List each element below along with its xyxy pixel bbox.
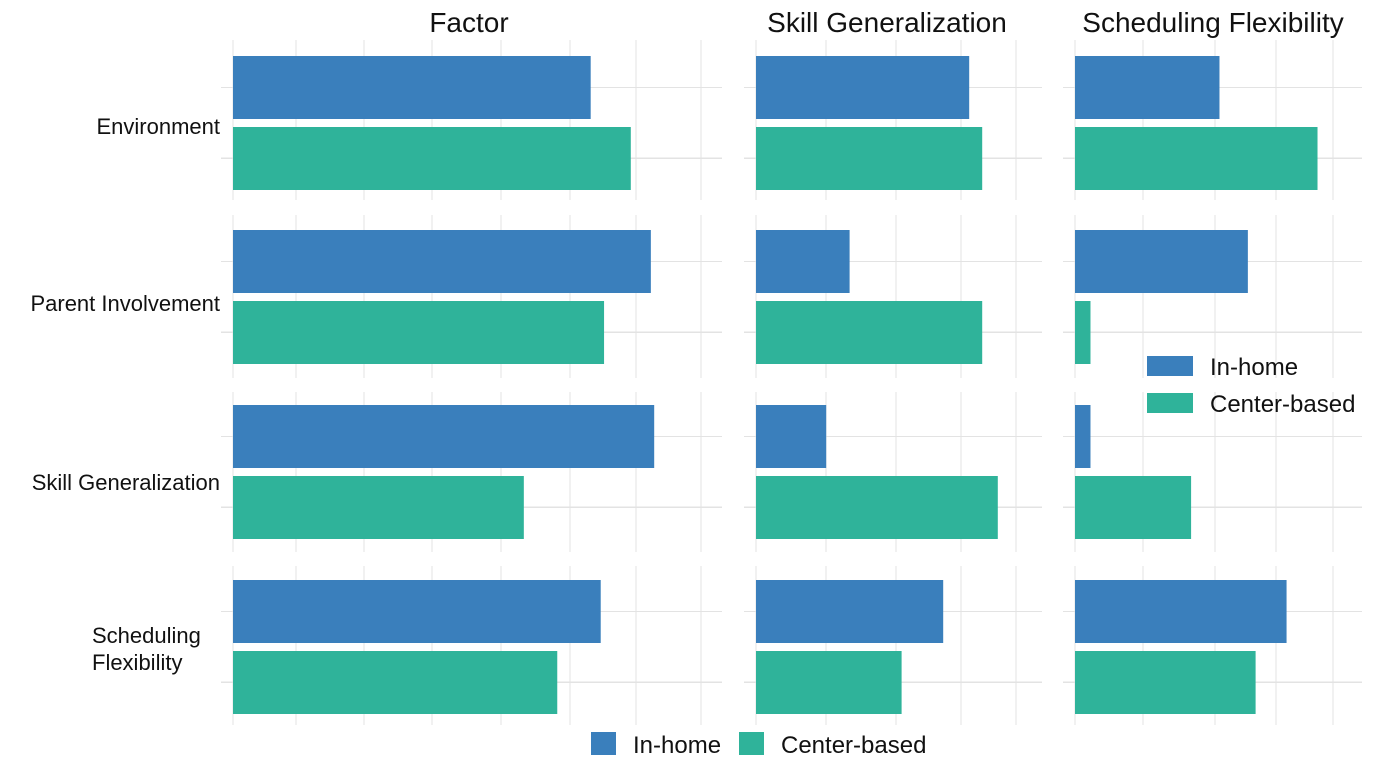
panel-title-1: Factor: [429, 7, 508, 38]
legend-label-center-based: Center-based: [781, 732, 926, 759]
bar-2-center-based-4: [756, 651, 902, 714]
row-label-line: Scheduling: [92, 623, 201, 648]
bar-1-center-based-2: [233, 301, 605, 364]
bar-3-in-home-3: [1075, 405, 1091, 468]
row-label: Skill Generalization: [32, 470, 220, 495]
legend-swatch-in-home: [1147, 356, 1193, 376]
bar-1-in-home-1: [233, 56, 591, 119]
bar-2-center-based-1: [756, 127, 983, 190]
legend-label-center-based: Center-based: [1210, 391, 1355, 418]
legend-swatch-center-based: [1147, 393, 1193, 413]
bar-3-in-home-1: [1075, 56, 1220, 119]
bar-1-center-based-3: [233, 476, 524, 539]
bar-2-in-home-1: [756, 56, 970, 119]
bar-2-center-based-2: [756, 301, 983, 364]
row-label: Parent Involvement: [30, 291, 220, 316]
row-label: Environment: [96, 114, 220, 139]
legend-label-in-home: In-home: [633, 732, 721, 759]
bar-2-in-home-4: [756, 580, 944, 643]
legend-label-in-home: In-home: [1210, 354, 1298, 381]
legend-swatch-in-home: [591, 732, 616, 755]
panel-title-3: Scheduling Flexibility: [1082, 7, 1343, 38]
panel-title-2: Skill Generalization: [767, 7, 1007, 38]
row-label-line: Flexibility: [92, 650, 182, 675]
bar-1-in-home-3: [233, 405, 655, 468]
bar-3-center-based-4: [1075, 651, 1256, 714]
legend-bottom-center: In-home Center-based: [591, 732, 926, 759]
bar-2-center-based-3: [756, 476, 998, 539]
bar-1-center-based-1: [233, 127, 631, 190]
bar-3-in-home-2: [1075, 230, 1248, 293]
bar-3-center-based-3: [1075, 476, 1192, 539]
legend-swatch-center-based: [739, 732, 764, 755]
bar-1-in-home-2: [233, 230, 651, 293]
bar-3-in-home-4: [1075, 580, 1287, 643]
legend-right-middle: In-home Center-based: [1147, 354, 1355, 418]
bar-1-center-based-4: [233, 651, 558, 714]
bar-2-in-home-2: [756, 230, 850, 293]
row-label: Scheduling Flexibility: [92, 623, 201, 675]
bar-1-in-home-4: [233, 580, 601, 643]
bar-3-center-based-2: [1075, 301, 1091, 364]
bar-3-center-based-1: [1075, 127, 1318, 190]
bar-2-in-home-3: [756, 405, 827, 468]
